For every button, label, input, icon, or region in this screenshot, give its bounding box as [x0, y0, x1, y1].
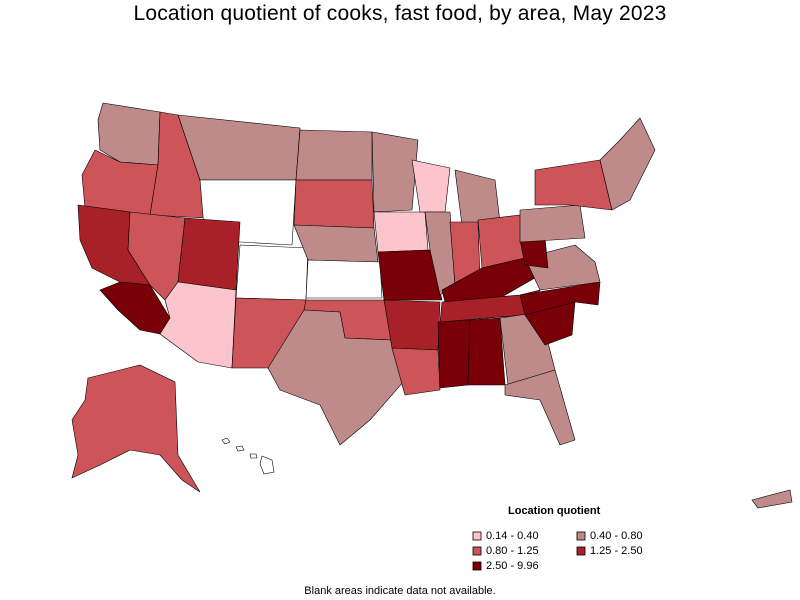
arkansas-region	[383, 299, 441, 351]
footnote: Blank areas indicate data not available.	[304, 585, 496, 597]
florida-region	[504, 369, 576, 446]
iowa-region	[373, 211, 429, 253]
minnesota-region	[371, 131, 419, 213]
utah-region	[177, 217, 241, 291]
new-york-region	[534, 159, 613, 211]
legend-label-high: 1.25 - 2.50	[590, 545, 643, 557]
texas-region	[267, 309, 406, 446]
california-south	[99, 281, 171, 335]
legend-swatch-high	[576, 546, 586, 556]
michigan-region	[454, 169, 501, 226]
legend-label-mid: 0.80 - 1.25	[486, 545, 539, 557]
legend-swatch-very-low	[472, 531, 482, 541]
nebraska-region	[293, 224, 379, 263]
legend-swatches	[472, 531, 586, 571]
south-dakota-region	[293, 179, 375, 229]
mississippi-region	[437, 319, 471, 389]
map-title: Location quotient of cooks, fast food, b…	[133, 2, 667, 25]
wisconsin-region	[411, 159, 451, 213]
legend-swatch-very-high	[472, 561, 482, 571]
legend-label-very-low: 0.14 - 0.40	[486, 530, 539, 542]
missouri-region	[377, 249, 443, 301]
colorado-region	[235, 244, 309, 301]
puerto-rico-region	[751, 489, 793, 509]
legend-swatch-low	[576, 531, 586, 541]
louisiana-region	[391, 347, 441, 396]
north-dakota-region	[295, 129, 373, 181]
pennsylvania-region	[519, 204, 586, 243]
alaska-region	[71, 364, 201, 493]
hawaii-islands	[221, 437, 275, 475]
alabama-region	[467, 317, 506, 386]
kansas-region	[305, 259, 383, 299]
legend-label-low: 0.40 - 0.80	[590, 530, 643, 542]
arizona-region	[159, 281, 237, 369]
legend-title: Location quotient	[508, 505, 601, 517]
new-england-region	[599, 117, 656, 211]
lower-48-states	[77, 102, 656, 446]
legend-swatch-mid	[472, 546, 482, 556]
north-carolina-region	[519, 281, 601, 316]
legend-label-very-high: 2.50 - 9.96	[486, 560, 539, 572]
